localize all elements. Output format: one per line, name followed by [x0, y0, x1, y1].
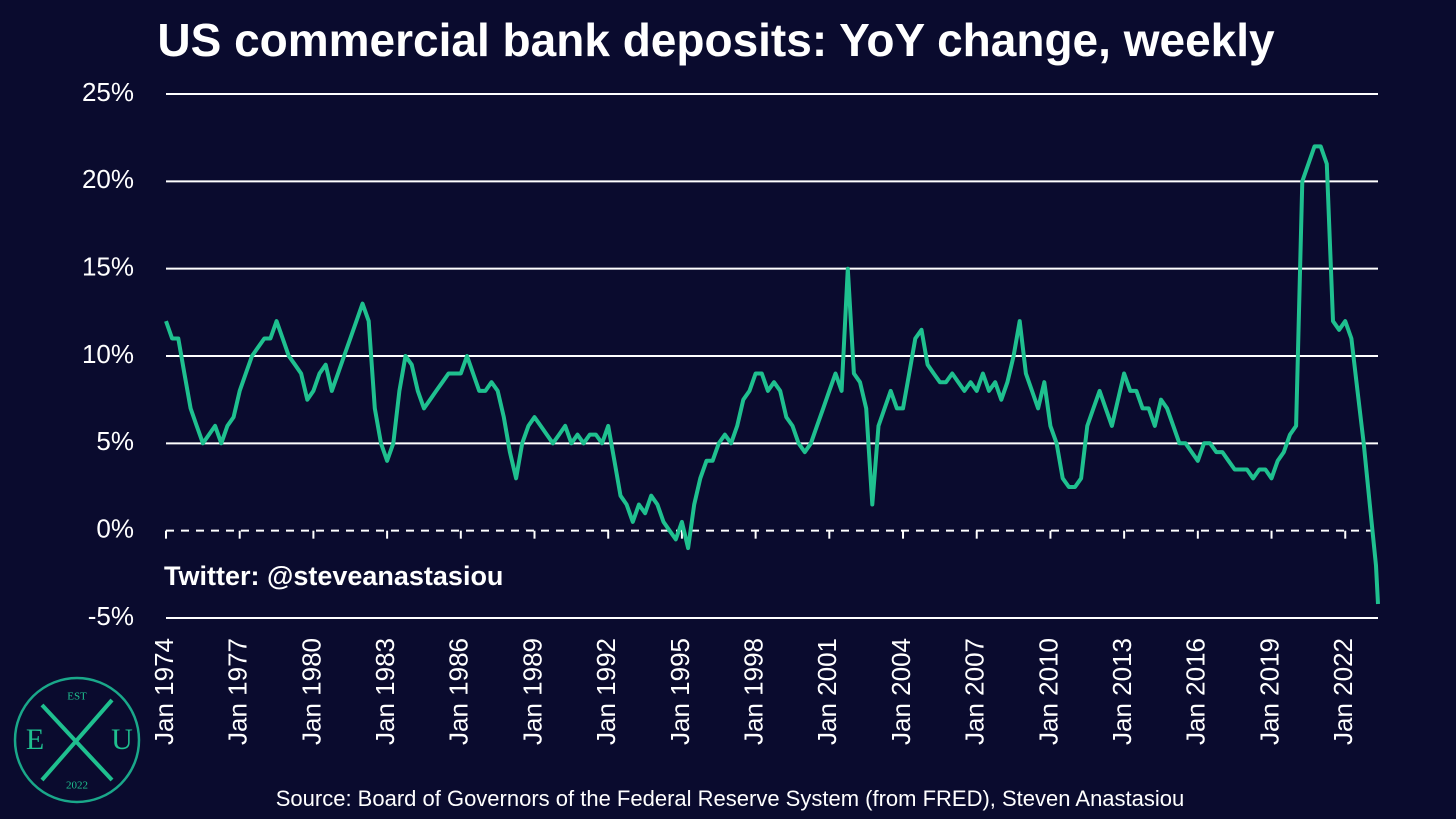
x-tick-label: Jan 1986 [444, 638, 474, 745]
x-tick-label: Jan 1989 [517, 638, 547, 745]
logo-text: U [111, 723, 133, 756]
logo-ring [13, 676, 141, 804]
logo: EST E U 2022 [13, 676, 141, 804]
x-tick-label: Jan 1992 [591, 638, 621, 745]
source: Source: Board of Governors of the Federa… [276, 786, 1185, 811]
x-tick-label: Jan 1983 [370, 638, 400, 745]
x-tick-label: Jan 2019 [1254, 638, 1284, 745]
x-tick-label: Jan 1980 [296, 638, 326, 745]
x-tick-label: Jan 2013 [1107, 638, 1137, 745]
y-tick-label: 10% [82, 339, 134, 369]
y-tick-label: 0% [96, 514, 134, 544]
x-tick-label: Jan 2007 [960, 638, 990, 745]
x-tick-label: Jan 2004 [886, 638, 916, 745]
annotation: Twitter: @steveanastasiou [164, 561, 503, 591]
x-tick-label: Jan 1998 [738, 638, 768, 745]
x-tick-label: Jan 2016 [1181, 638, 1211, 745]
x-tick-label: Jan 2010 [1033, 638, 1063, 745]
logo-text: E [26, 723, 44, 756]
logo-text: EST [67, 691, 87, 703]
x-tick-label: Jan 1974 [149, 638, 179, 745]
y-tick-label: 20% [82, 164, 134, 194]
y-tick-label: 5% [96, 426, 134, 456]
logo-x [40, 698, 114, 782]
logo-text: 2022 [66, 780, 88, 792]
x-tick-label: Jan 1977 [223, 638, 253, 745]
chart-title: US commercial bank deposits: YoY change,… [157, 14, 1275, 66]
y-tick-label: -5% [88, 601, 134, 631]
x-tick-label: Jan 2001 [812, 638, 842, 745]
x-tick-label: Jan 2022 [1328, 638, 1358, 745]
y-tick-label: 25% [82, 77, 134, 107]
x-tick-label: Jan 1995 [665, 638, 695, 745]
y-tick-label: 15% [82, 252, 134, 282]
data-line [164, 144, 1380, 605]
